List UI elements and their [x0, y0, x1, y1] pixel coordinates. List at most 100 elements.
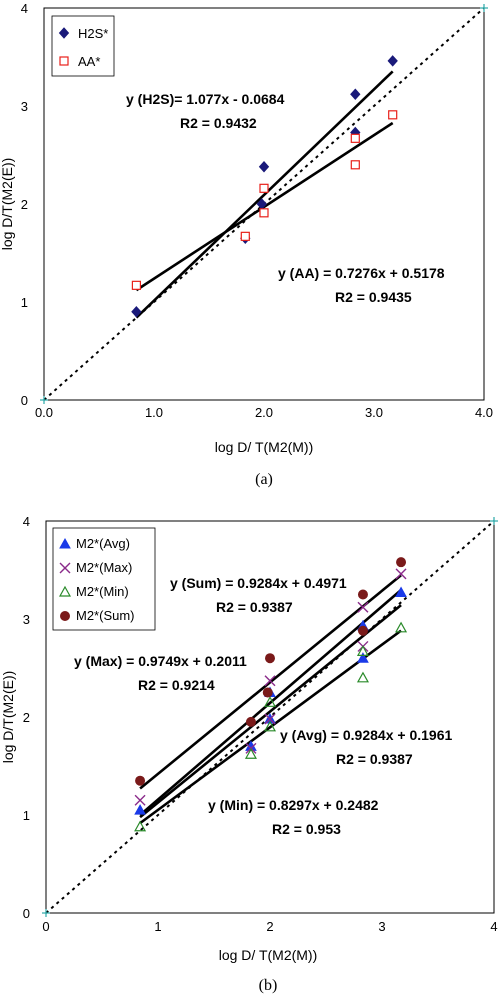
y-tick-labels-a: 0 1 2 3 4	[21, 1, 28, 408]
y-tick-labels-b: 0 1 2 3 4	[23, 514, 30, 921]
data-point-h2s	[387, 55, 398, 67]
data-point-min	[244, 748, 257, 759]
data-point-min	[356, 645, 369, 656]
x-tick-label: 2	[266, 919, 273, 934]
r2-avg: R2 = 0.9387	[336, 751, 413, 767]
fit-line-min	[139, 629, 402, 825]
data-point-max	[395, 568, 407, 580]
fit-line-max	[139, 589, 402, 816]
r2-label-sum: R2	[216, 599, 234, 615]
data-point-aa	[388, 110, 398, 120]
x-tick-label: 3.0	[365, 405, 383, 420]
caption-a: (a)	[255, 471, 273, 488]
corner-marker	[40, 396, 48, 404]
legend-marker-min	[58, 585, 72, 597]
y-tick-label: 3	[23, 612, 30, 627]
legend-marker-sum	[60, 611, 70, 621]
legend-marker-h2s	[58, 27, 70, 39]
r2-label-max: R	[138, 677, 148, 693]
y-tick-label: 0	[21, 393, 28, 408]
equation-avg: y (Avg) = 0.9284x + 0.1961	[280, 727, 452, 743]
y-tick-label: 0	[23, 906, 30, 921]
data-point-h2s	[350, 88, 361, 100]
fit-line-h2s	[135, 70, 394, 319]
y-tick-label: 1	[21, 295, 28, 310]
r2-value-h2s: 2 = 0.9432	[190, 115, 257, 131]
data-point-aa	[350, 133, 360, 143]
legend-label-min: M2*(Min)	[76, 584, 129, 599]
legend-marker-avg	[59, 537, 71, 549]
x-tick-label: 2.0	[255, 405, 273, 420]
r2-sum: R2 = 0.9387	[216, 599, 293, 615]
data-point-sum	[245, 716, 256, 727]
data-point-max	[357, 601, 369, 613]
y-axis-label-b: log D/T(M2(E))	[0, 671, 16, 764]
y-tick-label: 1	[23, 808, 30, 823]
x-tick-label: 3	[378, 919, 385, 934]
fit-line-avg	[139, 604, 402, 819]
y-tick-label: 4	[21, 1, 28, 16]
x-tick-label: 1.0	[145, 405, 163, 420]
legend-marker-aa	[59, 56, 69, 66]
corner-marker	[490, 517, 498, 525]
r2-value-avg: = 0.9387	[354, 751, 413, 767]
corner-marker	[480, 4, 488, 12]
x-tick-labels-a: 0.0 1.0 2.0 3.0 4.0	[35, 405, 493, 420]
equation-min: y (Min) = 0.8297x + 0.2482	[208, 797, 379, 813]
x-tick-label: 4	[490, 919, 497, 934]
r2-label-avg: R2	[336, 751, 354, 767]
legend-symbol-sum	[60, 611, 70, 621]
legend-box-b	[52, 527, 156, 631]
reference-line-b	[42, 517, 498, 917]
equation-aa: y (AA) = 0.7276x + 0.5178	[278, 265, 445, 281]
data-points-a	[131, 55, 398, 318]
data-point-max	[264, 675, 276, 687]
legend-marker-max	[59, 562, 71, 574]
y-tick-label: 2	[21, 197, 28, 212]
data-point-avg	[134, 804, 146, 815]
data-point-min	[134, 820, 147, 832]
data-point-aa	[259, 208, 269, 218]
legend-label-h2s: H2S*	[78, 26, 108, 41]
r2-value-max: 2 = 0.9214	[148, 677, 215, 693]
data-point-aa	[350, 160, 360, 170]
data-point-min	[395, 621, 408, 633]
y-axis-label-a: log D/T(M2(E))	[0, 158, 15, 251]
r2-label-h2s: R	[180, 115, 190, 131]
x-tick-label: 1	[154, 919, 161, 934]
legend-symbol-max	[59, 562, 71, 574]
r2-h2s: R2 = 0.9432	[180, 115, 257, 131]
caption-b: (b)	[259, 977, 278, 994]
identity-line	[45, 520, 495, 914]
data-point-aa	[131, 280, 141, 290]
legend-symbol-avg	[59, 537, 71, 549]
data-point-max	[134, 794, 146, 806]
y-tick-label: 2	[23, 710, 30, 725]
data-point-aa	[240, 231, 250, 241]
legend-label-aa: AA*	[78, 54, 100, 69]
equation-sum: y (Sum) = 0.9284x + 0.4971	[170, 575, 347, 591]
data-point-sum	[135, 775, 146, 786]
r2-min: R2 = 0.953	[272, 821, 341, 837]
data-point-min	[263, 696, 277, 707]
data-point-aa	[259, 183, 269, 193]
y-tick-label: 3	[21, 99, 28, 114]
legend-box-a	[51, 15, 115, 77]
x-tick-labels-b: 0 1 2 3 4	[42, 919, 497, 934]
x-axis-label-a: log D/ T(M2(M))	[215, 439, 314, 455]
data-point-max	[264, 713, 276, 725]
data-point-sum	[396, 557, 407, 568]
data-point-h2s	[131, 306, 142, 318]
r2-value-sum: = 0.9387	[234, 599, 293, 615]
r2-aa: R2 = 0.9435	[335, 289, 412, 305]
data-point-sum	[357, 589, 368, 600]
equation-max: y (Max) = 0.9749x + 0.2011	[74, 653, 247, 669]
legend-label-max: M2*(Max)	[76, 560, 132, 575]
data-point-sum	[265, 653, 275, 664]
x-tick-label: 4.0	[475, 405, 493, 420]
equation-h2s: y (H2S)= 1.077x - 0.0684	[126, 91, 285, 107]
data-point-avg	[357, 652, 369, 663]
x-tick-label: 0.0	[35, 405, 53, 420]
r2-label-min: R	[272, 821, 282, 837]
